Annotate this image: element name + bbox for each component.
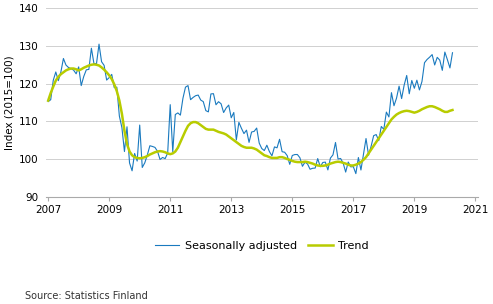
Seasonally adjusted bbox=[129, 169, 135, 173]
Seasonally adjusted bbox=[162, 157, 168, 161]
Seasonally adjusted bbox=[381, 127, 387, 131]
Seasonally adjusted bbox=[310, 167, 316, 170]
Text: Source: Statistics Finland: Source: Statistics Finland bbox=[25, 291, 147, 301]
Trend bbox=[317, 164, 323, 168]
Trend bbox=[45, 99, 51, 102]
Seasonally adjusted bbox=[434, 56, 440, 59]
Seasonally adjusted bbox=[450, 51, 456, 55]
Line: Seasonally adjusted: Seasonally adjusted bbox=[48, 44, 453, 174]
Trend bbox=[381, 129, 387, 133]
Trend bbox=[91, 63, 97, 66]
Seasonally adjusted bbox=[272, 145, 278, 149]
Legend: Seasonally adjusted, Trend: Seasonally adjusted, Trend bbox=[150, 236, 373, 255]
Trend bbox=[162, 150, 168, 154]
Trend bbox=[434, 106, 440, 110]
Trend bbox=[310, 162, 316, 165]
Seasonally adjusted bbox=[45, 100, 51, 103]
Seasonally adjusted bbox=[96, 42, 102, 46]
Line: Trend: Trend bbox=[48, 64, 453, 166]
Seasonally adjusted bbox=[353, 172, 359, 175]
Trend bbox=[272, 156, 278, 160]
Trend bbox=[129, 154, 135, 157]
Y-axis label: Index (2015=100): Index (2015=100) bbox=[4, 55, 14, 150]
Trend bbox=[450, 108, 456, 112]
